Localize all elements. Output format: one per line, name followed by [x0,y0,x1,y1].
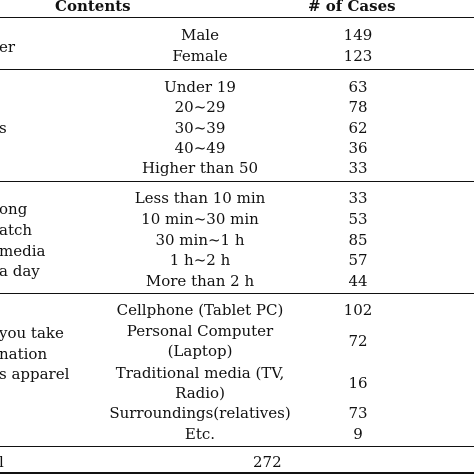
cell-content: Radio) [175,384,225,402]
cell-content: Cellphone (Tablet PC) [116,301,284,319]
group-label-time-3: media [0,242,46,260]
cell-content: 30 min~1 h [155,231,245,249]
cell-content: Etc. [184,425,216,443]
group-rule [0,293,474,294]
cell-content: 10 min~30 min [141,210,259,228]
cell-cases: 9 [353,425,363,443]
cell-content: Surroundings(relatives) [109,404,291,422]
group-label-source-1: you take [0,324,64,342]
cell-content: 20~29 [174,98,226,116]
cell-content: 40~49 [174,139,226,157]
cell-content: More than 2 h [145,272,255,290]
group-rule [0,69,474,70]
total-cases: 272 [253,453,282,471]
group-label-time-2: atch [0,221,33,239]
header-cases: # of Cases [308,0,396,15]
cell-cases: 78 [348,98,368,116]
cell-cases: 62 [348,119,368,137]
cell-cases: 16 [348,374,368,392]
group-label-source-3: s apparel [0,365,70,383]
cell-content: Under 19 [164,78,236,96]
cell-cases: 85 [348,231,368,249]
cell-content: 30~39 [174,119,226,137]
header-contents: Contents [55,0,131,15]
cell-cases: 33 [348,189,368,207]
group-rule [0,181,474,182]
cell-cases: 73 [348,404,368,422]
group-label-time-4: a day [0,262,40,280]
cell-cases: 102 [343,301,373,319]
cell-cases: 44 [348,272,368,290]
cell-content: Male [181,26,219,44]
cell-content: Traditional media (TV, [115,364,285,382]
cell-cases: 72 [348,332,368,350]
cell-content: Female [172,47,228,65]
cell-cases: 36 [348,139,368,157]
cell-cases: 123 [343,47,373,65]
cell-cases: 53 [348,210,368,228]
cell-content: Personal Computer [126,322,274,340]
group-label-age: s [0,119,7,137]
group-label-source-2: nation [0,345,48,363]
cell-cases: 63 [348,78,368,96]
header-rule [0,17,474,18]
total-label: l [0,453,4,471]
group-label-time-1: ong [0,200,28,218]
cell-content: Less than 10 min [134,189,266,207]
cell-cases: 149 [343,26,373,44]
cell-cases: 33 [348,159,368,177]
cell-content: (Laptop) [167,342,233,360]
cell-content: Higher than 50 [141,159,259,177]
bottom-rule [0,472,474,474]
cell-cases: 57 [348,251,368,269]
cell-content: 1 h~2 h [169,251,231,269]
group-rule [0,446,474,447]
group-label-gender: er [0,38,16,56]
